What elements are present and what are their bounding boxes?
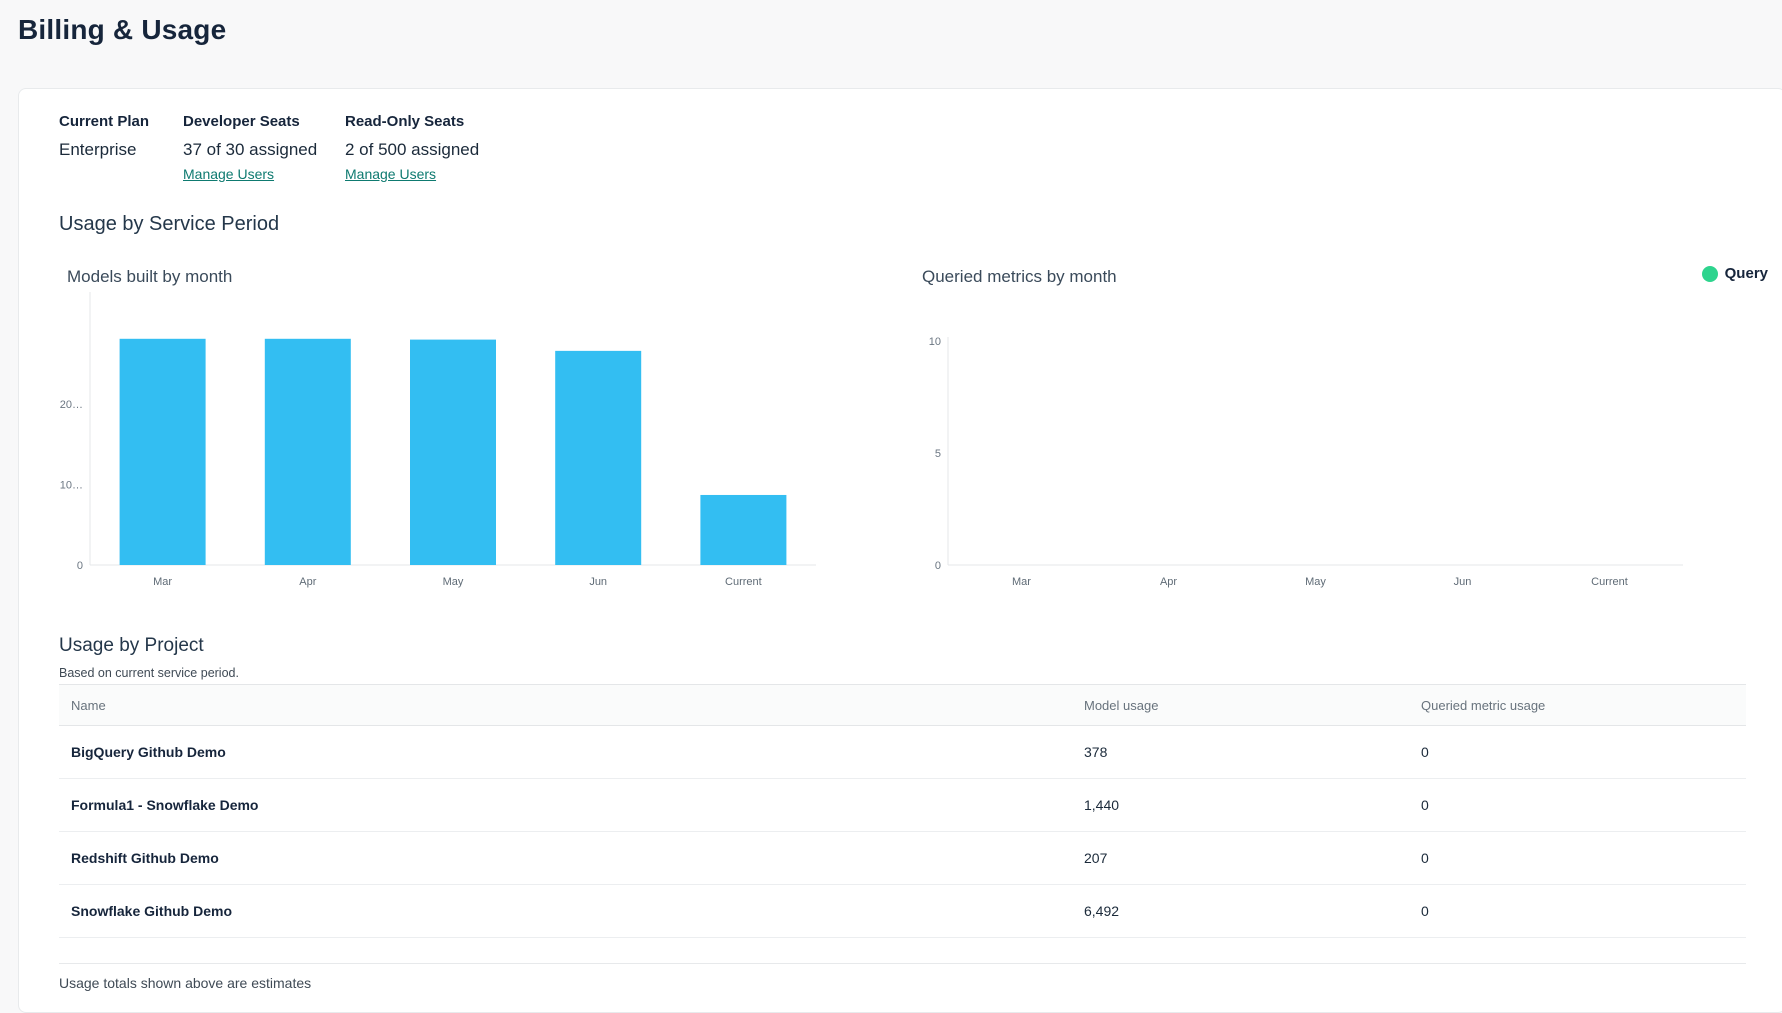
readonly-seats-label: Read-Only Seats — [345, 113, 465, 130]
svg-text:20…: 20… — [60, 399, 83, 411]
queried-usage-cell: 0 — [1409, 831, 1746, 885]
project-name-cell: BigQuery Github Demo — [59, 725, 1072, 779]
svg-text:Current: Current — [1591, 576, 1628, 588]
usage-by-service-period-title: Usage by Service Period — [59, 213, 280, 235]
svg-text:Apr: Apr — [299, 576, 316, 588]
svg-text:Mar: Mar — [153, 576, 172, 588]
queried-usage-cell: 0 — [1409, 884, 1746, 938]
project-name-cell: Formula1 - Snowflake Demo — [59, 778, 1072, 832]
column-header-name: Name — [59, 684, 1072, 726]
models-chart: 0 10… 20… Mar Apr May Jun Current — [60, 292, 816, 588]
plan-summary: Current Plan Enterprise Developer Seats … — [59, 113, 479, 182]
billing-card: Current Plan Enterprise Developer Seats … — [18, 88, 1782, 1013]
developer-seats-value: 37 of 30 assigned — [183, 140, 318, 159]
usage-by-project-subtitle: Based on current service period. — [59, 666, 239, 680]
queried-chart-title: Queried metrics by month — [922, 267, 1117, 286]
svg-text:5: 5 — [935, 448, 941, 460]
model-usage-cell: 6,492 — [1072, 884, 1409, 938]
usage-table-body: BigQuery Github Demo 378 0 Formula1 - Snowf… — [59, 725, 1746, 938]
query-legend-dot-icon — [1701, 265, 1718, 282]
developer-seats-column: Developer Seats 37 of 30 assigned Manage… — [183, 113, 345, 182]
project-name-cell: Snowflake Github Demo — [59, 884, 1072, 938]
svg-text:0: 0 — [77, 560, 83, 572]
svg-text:0: 0 — [935, 560, 941, 572]
table-row: Snowflake Github Demo 6,492 0 — [59, 884, 1746, 938]
model-usage-cell: 1,440 — [1072, 778, 1409, 832]
table-row: Redshift Github Demo 207 0 — [59, 831, 1746, 885]
query-legend: Query — [1701, 265, 1768, 282]
svg-text:May: May — [443, 576, 464, 588]
current-plan-column: Current Plan Enterprise — [59, 113, 183, 182]
svg-text:Current: Current — [725, 576, 762, 588]
current-plan-label: Current Plan — [59, 113, 150, 130]
svg-text:Jun: Jun — [589, 576, 607, 588]
readonly-seats-column: Read-Only Seats 2 of 500 assigned Manage… — [345, 113, 479, 182]
queried-usage-cell: 0 — [1409, 725, 1746, 779]
usage-by-project-title: Usage by Project — [59, 635, 204, 656]
queried-chart: 0 5 10 Mar Apr May Jun Current — [929, 336, 1683, 588]
table-row: Formula1 - Snowflake Demo 1,440 0 — [59, 778, 1746, 832]
models-chart-title: Models built by month — [67, 267, 233, 286]
manage-users-link-developer[interactable]: Manage Users — [183, 166, 275, 182]
svg-text:Jun: Jun — [1454, 576, 1472, 588]
svg-text:May: May — [1305, 576, 1326, 588]
column-header-queried-metric-usage: Queried metric usage — [1409, 684, 1746, 726]
query-legend-label: Query — [1724, 265, 1768, 282]
model-usage-cell: 207 — [1072, 831, 1409, 885]
project-name-cell: Redshift Github Demo — [59, 831, 1072, 885]
developer-seats-label: Developer Seats — [183, 113, 300, 130]
table-bottom-divider — [59, 937, 1746, 964]
svg-text:10…: 10… — [60, 480, 83, 492]
table-row: BigQuery Github Demo 378 0 — [59, 725, 1746, 779]
queried-usage-cell: 0 — [1409, 778, 1746, 832]
svg-text:Apr: Apr — [1160, 576, 1177, 588]
table-header-row: Name Model usage Queried metric usage — [59, 684, 1746, 726]
column-header-model-usage: Model usage — [1072, 684, 1409, 726]
current-plan-value: Enterprise — [59, 140, 137, 159]
model-usage-cell: 378 — [1072, 725, 1409, 779]
usage-footnote: Usage totals shown above are estimates — [59, 975, 312, 991]
readonly-seats-value: 2 of 500 assigned — [345, 140, 480, 159]
manage-users-link-readonly[interactable]: Manage Users — [345, 166, 437, 182]
svg-text:10: 10 — [929, 336, 941, 348]
page-title: Billing & Usage — [18, 14, 227, 45]
usage-table: Name Model usage Queried metric usage Bi… — [59, 684, 1746, 938]
svg-text:Mar: Mar — [1012, 576, 1031, 588]
